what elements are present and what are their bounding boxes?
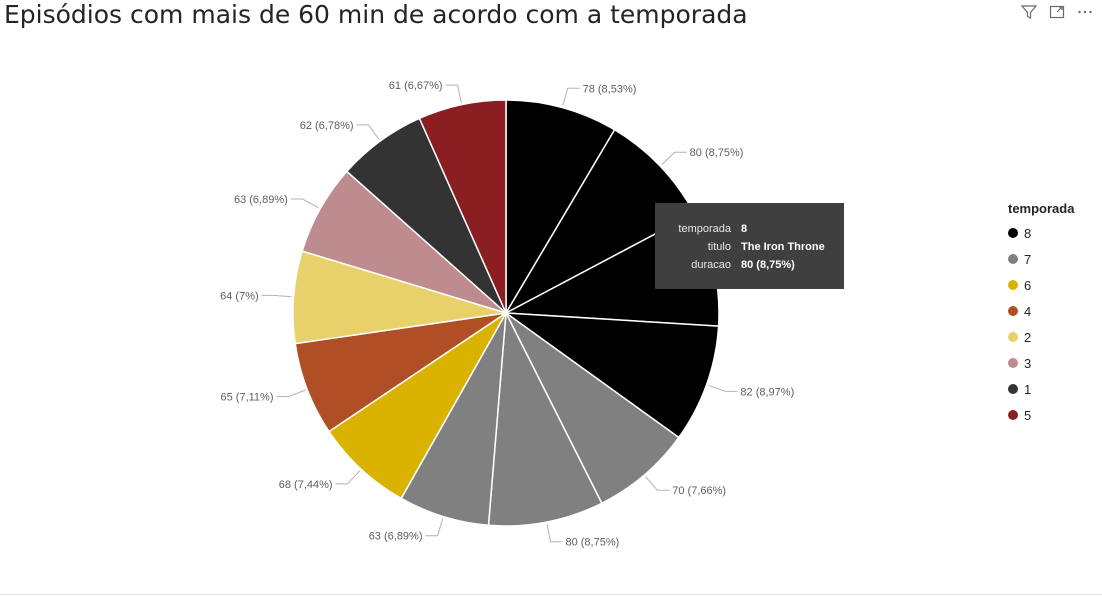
legend-item[interactable]: 2	[1008, 324, 1074, 350]
legend-item[interactable]: 5	[1008, 402, 1074, 428]
legend-item[interactable]: 4	[1008, 298, 1074, 324]
focus-mode-icon[interactable]	[1048, 3, 1066, 21]
tooltip-value: 80 (8,75%)	[741, 259, 795, 271]
data-label: 61 (6,67%)	[389, 80, 443, 92]
data-label: 64 (7%)	[220, 290, 259, 302]
legend-marker	[1008, 306, 1018, 316]
tooltip-value: The Iron Throne	[741, 241, 825, 253]
data-label: 63 (6,89%)	[234, 194, 288, 206]
legend-title: temporada	[1008, 201, 1075, 216]
legend-item[interactable]: 6	[1008, 272, 1074, 298]
legend-label: 8	[1024, 225, 1032, 241]
tooltip: temporada 8 titulo The Iron Throne durac…	[655, 203, 844, 289]
legend-label: 2	[1024, 329, 1032, 345]
legend-marker	[1008, 358, 1018, 368]
legend-marker	[1008, 228, 1018, 238]
legend-item[interactable]: 7	[1008, 246, 1074, 272]
legend-label: 3	[1024, 355, 1032, 371]
legend: temporada 8 7 6 4 2 3 1 5	[1008, 201, 1074, 428]
filter-icon[interactable]	[1020, 3, 1038, 21]
leader-line	[708, 384, 738, 392]
leader-line	[425, 518, 444, 537]
pie-slice[interactable]	[418, 99, 507, 314]
leader-line	[546, 523, 563, 543]
data-label: 62 (6,78%)	[300, 120, 354, 132]
tooltip-key: temporada	[678, 223, 731, 235]
tooltip-key: duracao	[691, 259, 731, 271]
pie-slice[interactable]	[487, 310, 603, 527]
legend-marker	[1008, 332, 1018, 342]
divider	[0, 594, 1102, 595]
leader-line	[645, 476, 670, 491]
legend-label: 6	[1024, 277, 1032, 293]
legend-label: 7	[1024, 251, 1032, 267]
data-label: 78 (8,53%)	[583, 83, 637, 95]
legend-label: 5	[1024, 407, 1032, 423]
legend-item[interactable]: 1	[1008, 376, 1074, 402]
leader-line	[335, 470, 361, 485]
tooltip-key: titulo	[707, 241, 731, 253]
legend-marker	[1008, 280, 1018, 290]
pie-slice[interactable]	[503, 312, 720, 439]
legend-marker	[1008, 410, 1018, 420]
data-label: 80 (8,75%)	[690, 147, 744, 159]
leader-line	[276, 389, 306, 398]
pie-slice[interactable]	[505, 312, 680, 505]
leader-line	[290, 198, 319, 209]
legend-label: 1	[1024, 381, 1032, 397]
legend-marker	[1008, 384, 1018, 394]
data-label: 82 (8,97%)	[740, 386, 794, 398]
chart-title: Episódios com mais de 60 min de acordo c…	[4, 0, 748, 29]
data-label: 65 (7,11%)	[221, 392, 274, 404]
leader-line	[445, 84, 462, 103]
leader-line	[661, 151, 687, 166]
leader-line	[356, 124, 380, 140]
leader-line	[261, 294, 292, 298]
data-label: 63 (6,89%)	[369, 531, 423, 543]
data-label: 68 (7,44%)	[279, 479, 333, 491]
legend-marker	[1008, 254, 1018, 264]
more-options-icon[interactable]	[1076, 3, 1094, 21]
legend-label: 4	[1024, 303, 1032, 319]
data-label: 70 (7,66%)	[672, 485, 726, 497]
pie-slice[interactable]	[327, 312, 507, 500]
tooltip-value: 8	[741, 223, 748, 235]
visual-header-toolbar	[1020, 3, 1094, 21]
data-label: 80 (8,75%)	[565, 537, 619, 549]
legend-item[interactable]: 8	[1008, 220, 1074, 246]
leader-line	[562, 87, 580, 106]
legend-item[interactable]: 3	[1008, 350, 1074, 376]
pie-slice[interactable]	[505, 99, 616, 316]
